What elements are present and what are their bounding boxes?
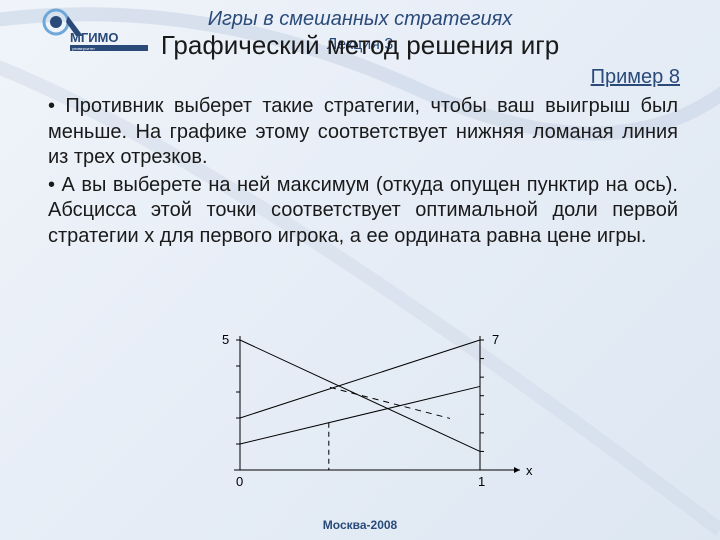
- footer: Москва-2008: [0, 518, 720, 532]
- svg-text:x: x: [526, 463, 533, 478]
- svg-text:0: 0: [236, 474, 243, 489]
- paragraph-2: • А вы выберете на ней максимум (откуда …: [48, 173, 678, 250]
- body-text: • Противник выберет такие стратегии, что…: [48, 94, 678, 252]
- game-chart: 5 7 0 1 x: [180, 330, 560, 500]
- paragraph-1: • Противник выберет такие стратегии, что…: [48, 94, 678, 171]
- svg-text:5: 5: [222, 332, 229, 347]
- svg-text:7: 7: [492, 332, 499, 347]
- slide-title: Графический метод решения игр: [0, 30, 720, 61]
- example-label: Пример 8: [591, 66, 680, 89]
- svg-text:1: 1: [478, 474, 485, 489]
- course-title: Игры в смешанных стратегиях: [0, 8, 720, 31]
